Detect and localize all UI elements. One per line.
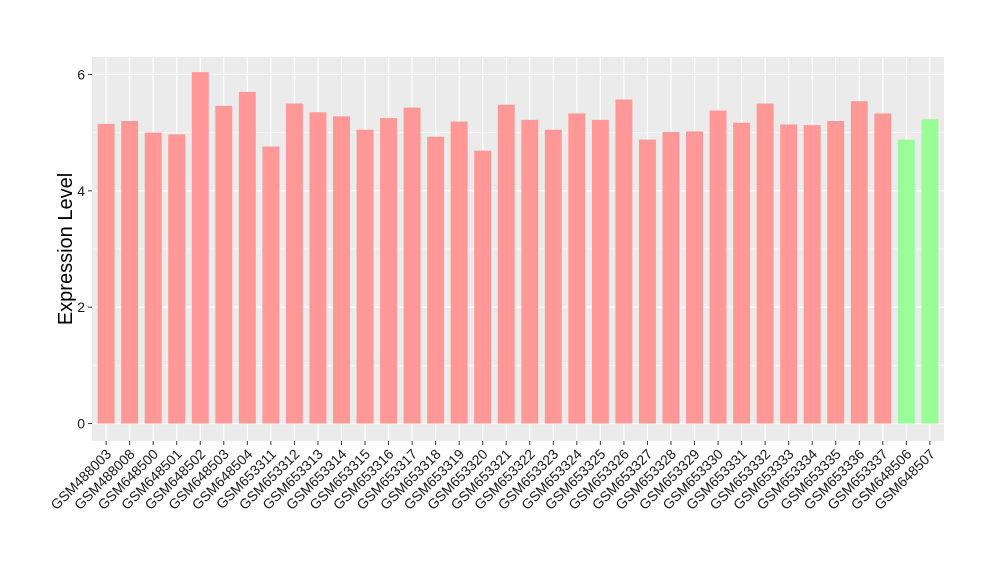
x-axis: GSM488003GSM488008GSM648500GSM648501GSM6… bbox=[47, 441, 938, 513]
bar-GSM653317 bbox=[403, 107, 421, 424]
grid-minor bbox=[92, 132, 944, 366]
bar-GSM653329 bbox=[686, 131, 703, 424]
bar-GSM488008 bbox=[121, 121, 139, 424]
bar-GSM653333 bbox=[780, 124, 798, 424]
bar-GSM648507 bbox=[921, 119, 939, 424]
bar-GSM653323 bbox=[544, 129, 562, 424]
bar-GSM648501 bbox=[168, 134, 186, 424]
bar-GSM648506 bbox=[897, 139, 915, 424]
bar-GSM653337 bbox=[874, 113, 892, 424]
bar-GSM653321 bbox=[497, 104, 515, 424]
bar-GSM653319 bbox=[450, 121, 468, 424]
bar-GSM653320 bbox=[474, 150, 492, 424]
bar-GSM653332 bbox=[756, 103, 774, 424]
y-axis: 0 2 4 6 bbox=[77, 66, 92, 432]
bar-GSM648500 bbox=[144, 132, 162, 424]
bar-GSM653316 bbox=[380, 118, 398, 424]
y-axis-title: Expression Level bbox=[55, 173, 77, 325]
y-tick-label: 2 bbox=[77, 299, 85, 315]
bar-GSM653325 bbox=[591, 119, 609, 424]
bar-GSM653327 bbox=[638, 139, 656, 424]
y-tick-label: 4 bbox=[77, 183, 85, 199]
bar-GSM653336 bbox=[850, 101, 868, 424]
bar-GSM648502 bbox=[191, 72, 209, 424]
bar-GSM653312 bbox=[285, 103, 303, 424]
bar-GSM653314 bbox=[333, 116, 350, 424]
bar-GSM653326 bbox=[615, 99, 633, 424]
bar-GSM648504 bbox=[238, 91, 256, 424]
bar-GSM653334 bbox=[803, 125, 821, 424]
y-tick-label: 6 bbox=[77, 66, 85, 82]
bar-GSM653328 bbox=[662, 132, 680, 424]
bar-GSM653331 bbox=[733, 122, 751, 424]
bar-GSM488003 bbox=[97, 123, 115, 424]
bar-GSM648503 bbox=[215, 105, 233, 424]
bar-GSM653315 bbox=[356, 129, 374, 424]
bar-GSM653330 bbox=[709, 110, 727, 424]
bar-GSM653318 bbox=[427, 136, 445, 424]
y-tick-label: 0 bbox=[77, 416, 85, 432]
bar-GSM653324 bbox=[568, 113, 586, 424]
bar-GSM653311 bbox=[262, 146, 280, 424]
bars bbox=[97, 72, 939, 424]
bar-GSM653322 bbox=[521, 119, 539, 424]
bar-GSM653313 bbox=[309, 112, 327, 424]
bar-GSM653335 bbox=[827, 121, 845, 424]
